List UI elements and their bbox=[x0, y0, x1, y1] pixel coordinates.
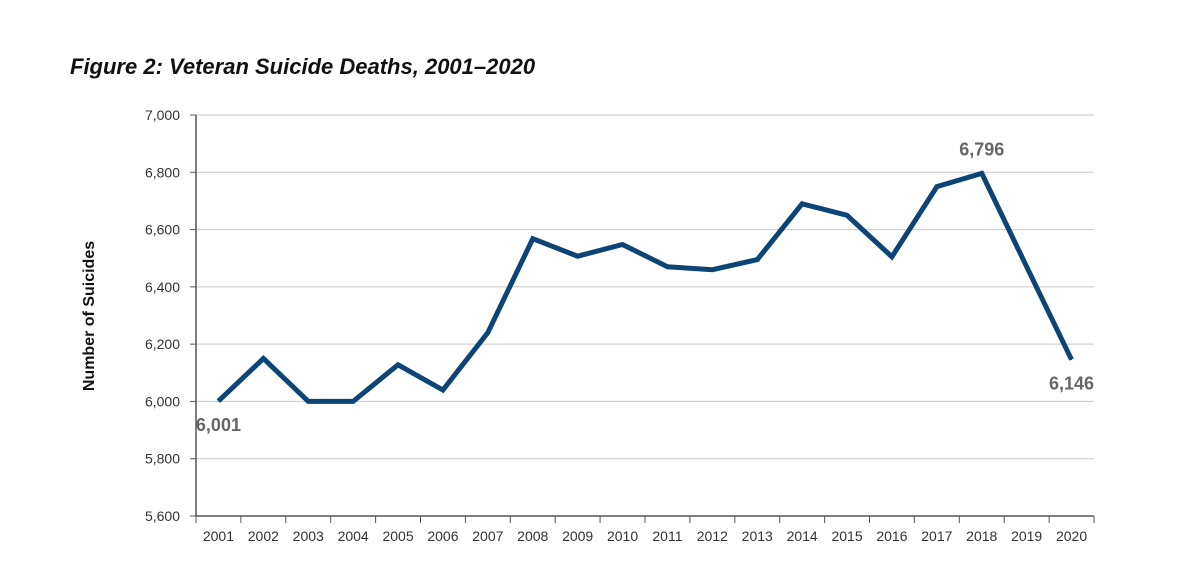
x-tick-label: 2003 bbox=[293, 528, 324, 544]
data-point bbox=[397, 364, 399, 366]
x-tick-label: 2010 bbox=[607, 528, 638, 544]
data-point bbox=[936, 186, 938, 188]
x-tick-label: 2008 bbox=[517, 528, 548, 544]
y-tick-label: 5,600 bbox=[145, 508, 180, 524]
y-tick-label: 6,400 bbox=[145, 279, 180, 295]
data-point bbox=[981, 172, 983, 174]
data-point bbox=[1026, 266, 1028, 268]
y-tick-label: 6,800 bbox=[145, 164, 180, 180]
data-point bbox=[307, 400, 309, 402]
x-tick-label: 2004 bbox=[338, 528, 369, 544]
data-point bbox=[262, 357, 264, 359]
y-axis-ticks: 5,600 5,800 6,000 6,200 6,400 6,600 6,800 7,000 bbox=[145, 107, 196, 524]
data-point bbox=[532, 238, 534, 240]
data-point bbox=[711, 269, 713, 271]
x-tick-label: 2020 bbox=[1056, 528, 1087, 544]
x-tick-label: 2006 bbox=[427, 528, 458, 544]
x-tick-label: 2012 bbox=[697, 528, 728, 544]
x-tick-label: 2009 bbox=[562, 528, 593, 544]
chart-title: Figure 2: Veteran Suicide Deaths, 2001–2… bbox=[70, 54, 536, 79]
y-axis-label: Number of Suicides bbox=[81, 241, 98, 391]
data-label: 6,146 bbox=[1049, 374, 1094, 394]
y-tick-label: 7,000 bbox=[145, 107, 180, 123]
x-tick-label: 2001 bbox=[203, 528, 234, 544]
data-label: 6,001 bbox=[196, 415, 241, 435]
x-tick-label: 2018 bbox=[966, 528, 997, 544]
y-tick-label: 6,200 bbox=[145, 336, 180, 352]
y-tick-label: 6,000 bbox=[145, 393, 180, 409]
data-point bbox=[846, 214, 848, 216]
data-point bbox=[666, 266, 668, 268]
data-point bbox=[756, 259, 758, 261]
x-tick-label: 2014 bbox=[787, 528, 818, 544]
axes bbox=[195, 115, 1094, 517]
gridlines bbox=[196, 114, 1094, 460]
y-tick-label: 6,600 bbox=[145, 222, 180, 238]
x-tick-label: 2019 bbox=[1011, 528, 1042, 544]
data-point bbox=[352, 400, 354, 402]
y-tick-label: 5,800 bbox=[145, 451, 180, 467]
x-tick-label: 2005 bbox=[382, 528, 413, 544]
x-axis-ticks: 2001 2002 2003 2004 2005 2006 2007 2008 2009 2010… bbox=[195, 516, 1095, 544]
data-point bbox=[217, 400, 219, 402]
data-point bbox=[1071, 359, 1073, 361]
x-tick-label: 2011 bbox=[652, 528, 682, 544]
x-tick-label: 2002 bbox=[248, 528, 279, 544]
x-tick-label: 2017 bbox=[921, 528, 952, 544]
data-point bbox=[891, 256, 893, 258]
x-tick-label: 2007 bbox=[472, 528, 503, 544]
x-tick-label: 2016 bbox=[876, 528, 907, 544]
data-label: 6,796 bbox=[959, 139, 1004, 159]
x-tick-label: 2015 bbox=[831, 528, 862, 544]
x-tick-label: 2013 bbox=[742, 528, 773, 544]
data-point bbox=[801, 203, 803, 205]
data-labels: 6,001 6,796 6,146 bbox=[196, 139, 1094, 435]
data-point bbox=[577, 255, 579, 257]
series-line bbox=[216, 170, 1074, 404]
data-point bbox=[487, 332, 489, 334]
data-point bbox=[442, 389, 444, 391]
data-point bbox=[622, 243, 624, 245]
series-layer bbox=[216, 170, 1074, 404]
